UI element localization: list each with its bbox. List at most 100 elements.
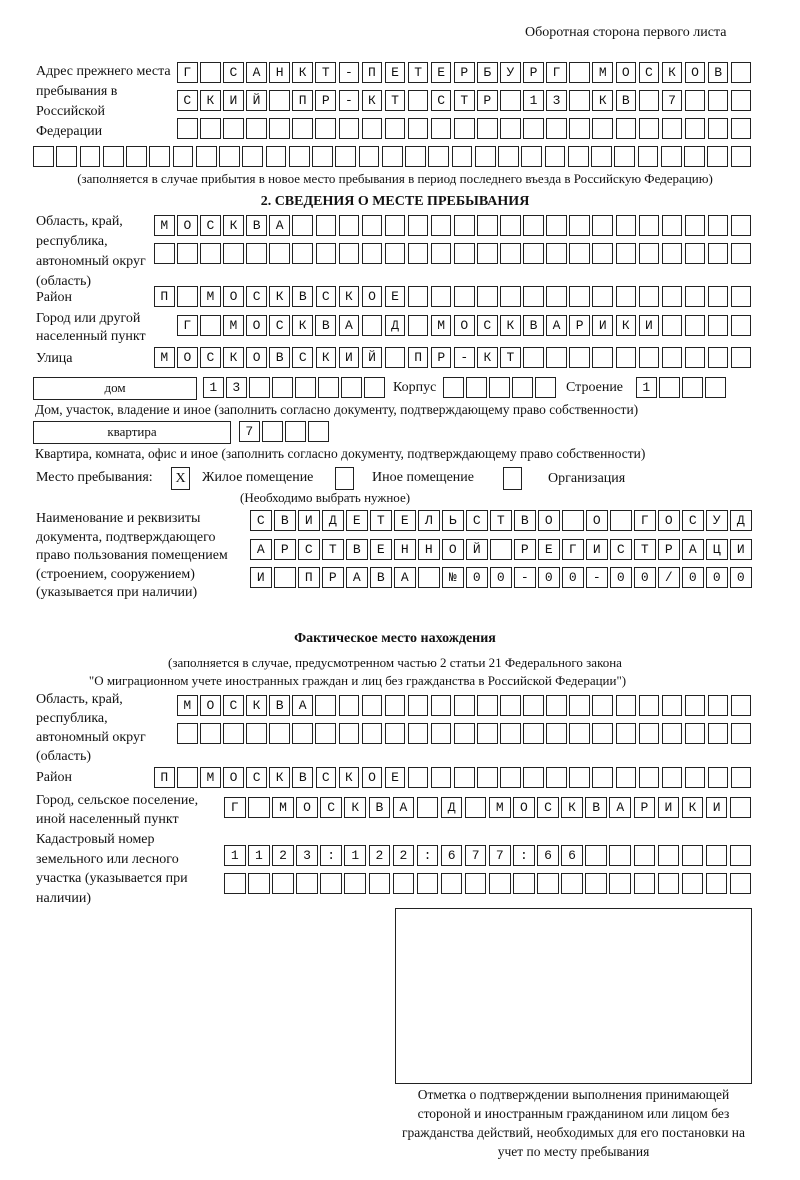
char-cell[interactable] bbox=[177, 767, 198, 788]
char-cell[interactable] bbox=[223, 347, 244, 368]
char-cell[interactable] bbox=[250, 539, 272, 560]
char-cell[interactable] bbox=[246, 62, 267, 83]
char-cell[interactable] bbox=[500, 243, 521, 264]
char-cell[interactable] bbox=[615, 243, 637, 264]
char-cell[interactable] bbox=[661, 723, 683, 744]
char-cell[interactable] bbox=[418, 510, 440, 531]
char-cell[interactable] bbox=[661, 347, 683, 368]
char-cell[interactable] bbox=[730, 146, 752, 167]
char-cell[interactable] bbox=[523, 723, 544, 744]
char-cell[interactable] bbox=[177, 695, 198, 716]
document-row-2[interactable]: АРСТВЕННОЙ РЕГИСТРАЦИ bbox=[250, 539, 754, 562]
char-cell[interactable] bbox=[392, 845, 415, 866]
char-cell[interactable] bbox=[292, 347, 314, 368]
char-cell[interactable] bbox=[661, 767, 683, 788]
char-cell[interactable] bbox=[292, 695, 313, 716]
char-cell[interactable] bbox=[489, 797, 511, 818]
char-cell[interactable] bbox=[609, 845, 632, 866]
char-cell[interactable] bbox=[477, 767, 498, 788]
char-cell[interactable] bbox=[223, 767, 244, 788]
char-cell[interactable] bbox=[292, 215, 314, 236]
char-cell[interactable] bbox=[615, 695, 637, 716]
char-cell[interactable] bbox=[370, 567, 392, 588]
char-cell[interactable] bbox=[442, 567, 464, 588]
char-cell[interactable] bbox=[407, 62, 429, 83]
char-cell[interactable] bbox=[315, 243, 337, 264]
char-cell[interactable] bbox=[223, 90, 244, 111]
char-cell[interactable] bbox=[200, 315, 221, 336]
char-cell[interactable] bbox=[33, 146, 54, 167]
char-cell[interactable] bbox=[561, 797, 583, 818]
char-cell[interactable] bbox=[661, 62, 683, 83]
stroenie-row[interactable]: 1 bbox=[636, 377, 728, 400]
char-cell[interactable] bbox=[592, 243, 614, 264]
char-cell[interactable] bbox=[292, 286, 314, 307]
char-cell[interactable] bbox=[223, 286, 244, 307]
char-cell[interactable] bbox=[430, 215, 452, 236]
char-cell[interactable] bbox=[407, 243, 429, 264]
char-cell[interactable] bbox=[569, 695, 590, 716]
char-cell[interactable] bbox=[500, 347, 521, 368]
char-cell[interactable] bbox=[308, 421, 329, 442]
char-cell[interactable] bbox=[346, 510, 368, 531]
char-cell[interactable] bbox=[315, 723, 337, 744]
char-cell[interactable] bbox=[523, 767, 544, 788]
char-cell[interactable] bbox=[658, 567, 680, 588]
char-cell[interactable] bbox=[223, 62, 244, 83]
char-cell[interactable] bbox=[177, 347, 198, 368]
char-cell[interactable] bbox=[707, 62, 729, 83]
char-cell[interactable] bbox=[177, 315, 198, 336]
char-cell[interactable] bbox=[338, 347, 360, 368]
char-cell[interactable] bbox=[633, 873, 656, 894]
char-cell[interactable] bbox=[638, 767, 660, 788]
char-cell[interactable] bbox=[615, 767, 637, 788]
char-cell[interactable] bbox=[464, 845, 487, 866]
char-cell[interactable] bbox=[638, 723, 660, 744]
char-cell[interactable] bbox=[177, 118, 198, 139]
char-cell[interactable] bbox=[246, 695, 267, 716]
char-cell[interactable] bbox=[269, 62, 290, 83]
char-cell[interactable] bbox=[477, 315, 498, 336]
char-cell[interactable] bbox=[569, 286, 590, 307]
char-cell[interactable] bbox=[154, 215, 175, 236]
char-cell[interactable] bbox=[361, 243, 383, 264]
char-cell[interactable] bbox=[500, 90, 521, 111]
char-cell[interactable] bbox=[292, 118, 313, 139]
char-cell[interactable] bbox=[361, 695, 383, 716]
char-cell[interactable] bbox=[500, 286, 521, 307]
char-cell[interactable] bbox=[361, 347, 383, 368]
char-cell[interactable] bbox=[500, 215, 521, 236]
char-cell[interactable] bbox=[707, 118, 729, 139]
char-cell[interactable] bbox=[657, 797, 680, 818]
char-cell[interactable] bbox=[272, 873, 294, 894]
char-cell[interactable] bbox=[195, 146, 217, 167]
char-cell[interactable] bbox=[637, 146, 659, 167]
char-cell[interactable] bbox=[292, 243, 314, 264]
char-cell[interactable] bbox=[569, 90, 590, 111]
char-cell[interactable] bbox=[489, 845, 511, 866]
char-cell[interactable] bbox=[177, 62, 198, 83]
char-cell[interactable] bbox=[638, 695, 660, 716]
char-cell[interactable] bbox=[538, 567, 560, 588]
char-cell[interactable] bbox=[250, 510, 272, 531]
char-cell[interactable] bbox=[474, 146, 496, 167]
char-cell[interactable] bbox=[569, 243, 590, 264]
char-cell[interactable] bbox=[636, 377, 657, 398]
char-cell[interactable] bbox=[384, 767, 406, 788]
char-cell[interactable] bbox=[489, 873, 511, 894]
char-cell[interactable] bbox=[523, 90, 544, 111]
char-cell[interactable] bbox=[223, 118, 244, 139]
char-cell[interactable] bbox=[381, 146, 403, 167]
char-cell[interactable] bbox=[546, 243, 567, 264]
char-cell[interactable] bbox=[730, 90, 752, 111]
char-cell[interactable] bbox=[200, 286, 221, 307]
char-cell[interactable] bbox=[149, 146, 171, 167]
char-cell[interactable] bbox=[730, 215, 752, 236]
char-cell[interactable] bbox=[242, 146, 264, 167]
char-cell[interactable] bbox=[384, 347, 406, 368]
char-cell[interactable] bbox=[521, 146, 543, 167]
city-row[interactable]: Г МОСКВА Д МОСКВАРИКИ bbox=[177, 315, 754, 338]
char-cell[interactable] bbox=[407, 695, 429, 716]
char-cell[interactable] bbox=[315, 695, 337, 716]
char-cell[interactable] bbox=[523, 62, 544, 83]
